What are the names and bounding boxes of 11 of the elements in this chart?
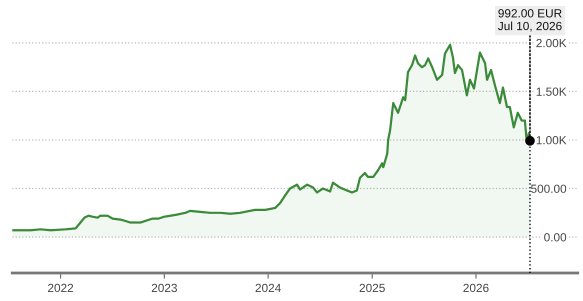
x-tick-label: 2022: [48, 284, 74, 292]
x-tick-label: 2023: [152, 284, 177, 292]
y-tick-label: 1.50K: [536, 87, 567, 96]
x-tick-label: 2024: [256, 284, 281, 292]
y-tick-label: 0.00: [544, 233, 566, 242]
y-tick-label: 2.00K: [536, 38, 567, 48]
y-tick-label: 1.00K: [536, 136, 567, 144]
annotation: 992.00 EUR Jul 10, 2026: [498, 9, 562, 32]
x-tick-label: 2026: [463, 284, 489, 292]
y-tick-label: 500.00: [531, 184, 566, 193]
x-tick-label: 2025: [360, 284, 385, 292]
